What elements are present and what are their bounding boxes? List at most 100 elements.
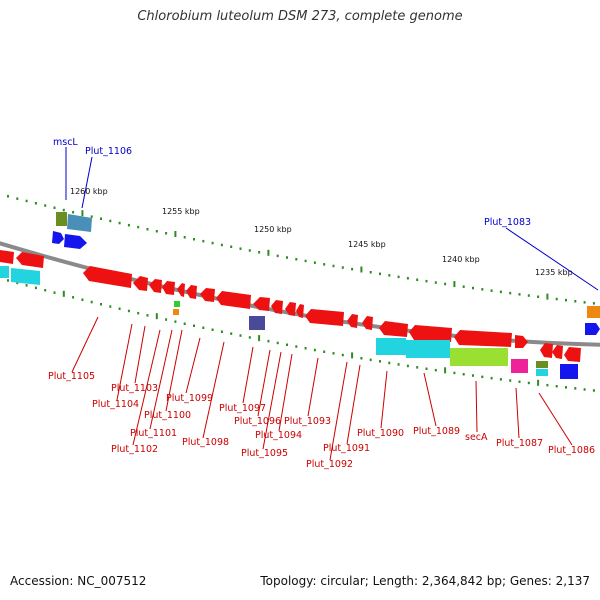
gene-plut-1105[interactable] — [83, 266, 132, 288]
label-plut-1087[interactable]: Plut_1087 — [496, 438, 543, 449]
tick-mark — [211, 328, 214, 331]
label-plut-1092[interactable]: Plut_1092 — [306, 459, 353, 470]
tick-mark — [499, 378, 502, 381]
gene-plut-1092[interactable] — [347, 314, 358, 328]
label-plut-1093[interactable]: Plut_1093 — [284, 416, 331, 427]
gene-cyan-small[interactable] — [536, 369, 548, 376]
tick-mark — [472, 286, 474, 290]
gene-red-r00[interactable] — [16, 252, 44, 268]
callout-line — [116, 323, 133, 401]
label-plut-1091[interactable]: Plut_1091 — [323, 443, 370, 454]
label-plut-1103[interactable]: Plut_1103 — [111, 383, 158, 394]
gene-cyan-r0[interactable] — [0, 266, 9, 278]
gene-secA[interactable] — [454, 330, 512, 347]
gene-mscL[interactable] — [56, 212, 67, 226]
gene-plut-1089[interactable] — [409, 325, 452, 342]
gene-plut-1100[interactable] — [186, 285, 197, 299]
label-secA[interactable]: secA — [465, 432, 488, 443]
gene-plut-1083[interactable] — [587, 306, 600, 318]
tick-mark — [16, 197, 19, 200]
gene-plut-1086[interactable] — [540, 343, 553, 358]
gene-blue-rev[interactable] — [560, 364, 578, 379]
gene-plut-1102[interactable] — [177, 283, 185, 297]
tick-mark — [425, 279, 428, 283]
tick-mark — [416, 278, 419, 281]
label-plut-1096[interactable]: Plut_1096 — [234, 416, 281, 427]
gene-red-r1[interactable] — [552, 345, 563, 359]
gene-navy[interactable] — [249, 316, 265, 330]
tick-mark — [574, 387, 577, 390]
label-plut-1094[interactable]: Plut_1094 — [255, 430, 302, 441]
label-plut-1090[interactable]: Plut_1090 — [357, 428, 404, 439]
tick-mark — [248, 336, 251, 339]
tick-mark — [360, 266, 363, 273]
label-plut-1098[interactable]: Plut_1098 — [182, 437, 229, 448]
gene-red-r0[interactable] — [0, 250, 14, 264]
tick-mark — [7, 279, 9, 282]
label-plut-1105[interactable]: Plut_1105 — [48, 371, 95, 382]
gene-cyan-2[interactable] — [406, 340, 450, 358]
gene-blue-fwd-3[interactable] — [585, 323, 600, 335]
gene-green-small[interactable] — [174, 301, 180, 307]
tick-mark — [25, 199, 28, 203]
tick-mark — [109, 219, 112, 223]
tick-mark — [583, 388, 586, 391]
label-plut-1095[interactable]: Plut_1095 — [241, 448, 288, 459]
tick-mark — [25, 284, 28, 287]
gene-plut-1096[interactable] — [271, 300, 283, 314]
gene-plut-1098[interactable] — [216, 291, 251, 309]
gene-plut-1091[interactable] — [362, 316, 373, 330]
gene-plut-1097[interactable] — [253, 297, 270, 311]
gene-plut-1099[interactable] — [200, 288, 215, 302]
label-plut-1102[interactable]: Plut_1102 — [111, 444, 158, 455]
label-plut-1099[interactable]: Plut_1099 — [166, 393, 213, 404]
gene-plut-1093[interactable] — [305, 309, 344, 326]
gene-plut-1101[interactable] — [162, 281, 175, 295]
gene-lime[interactable] — [450, 348, 508, 366]
tick-mark — [137, 225, 140, 229]
label-plut-1100[interactable]: Plut_1100 — [144, 410, 191, 421]
gene-blue-fwd-1[interactable] — [52, 231, 64, 244]
gene-orange-small[interactable] — [173, 309, 179, 315]
gene-plut-1106[interactable] — [67, 214, 92, 232]
tick-mark — [100, 217, 102, 220]
callout-line — [505, 227, 599, 291]
tick-mark — [592, 389, 595, 392]
tick-mark — [295, 345, 298, 348]
tick-mark — [34, 202, 37, 205]
gene-plut-1094[interactable] — [296, 304, 304, 318]
tick-mark — [44, 289, 47, 292]
tick-mark — [155, 230, 158, 233]
gene-red-r2[interactable] — [564, 347, 581, 362]
gene-plut-1090[interactable] — [379, 321, 408, 337]
scale-label: 1255 kbp — [162, 207, 200, 216]
tick-mark — [286, 343, 288, 346]
gene-plut-1104[interactable] — [133, 276, 148, 291]
tick-mark — [146, 228, 149, 231]
label-mscL[interactable]: mscL — [53, 137, 78, 148]
gene-cyan-r00[interactable] — [11, 268, 40, 285]
tick-mark — [341, 353, 344, 357]
gene-plut-1095[interactable] — [285, 302, 296, 316]
label-plut-1083[interactable]: Plut_1083 — [484, 217, 531, 228]
tick-mark — [323, 350, 326, 353]
tick-mark — [267, 339, 270, 343]
label-plut-1106[interactable]: Plut_1106 — [85, 146, 132, 157]
label-plut-1097[interactable]: Plut_1097 — [219, 403, 266, 414]
tick-mark — [193, 238, 195, 241]
gene-plut-1103[interactable] — [149, 279, 162, 293]
label-plut-1086[interactable]: Plut_1086 — [548, 445, 595, 456]
tick-mark — [304, 259, 307, 263]
gene-plut-1087[interactable] — [511, 359, 528, 373]
tick-mark — [565, 386, 567, 389]
gene-olive-small[interactable] — [536, 361, 548, 368]
label-plut-1101[interactable]: Plut_1101 — [130, 428, 177, 439]
tick-mark — [574, 300, 577, 303]
gene-plut-1087-fwd[interactable] — [515, 335, 528, 348]
gene-blue-fwd-2[interactable] — [64, 234, 87, 249]
gene-cyan-1[interactable] — [376, 338, 406, 355]
label-plut-1089[interactable]: Plut_1089 — [413, 426, 460, 437]
label-plut-1104[interactable]: Plut_1104 — [92, 399, 139, 410]
topology-text: Topology: circular; Length: 2,364,842 bp… — [260, 574, 590, 588]
tick-mark — [258, 335, 261, 342]
